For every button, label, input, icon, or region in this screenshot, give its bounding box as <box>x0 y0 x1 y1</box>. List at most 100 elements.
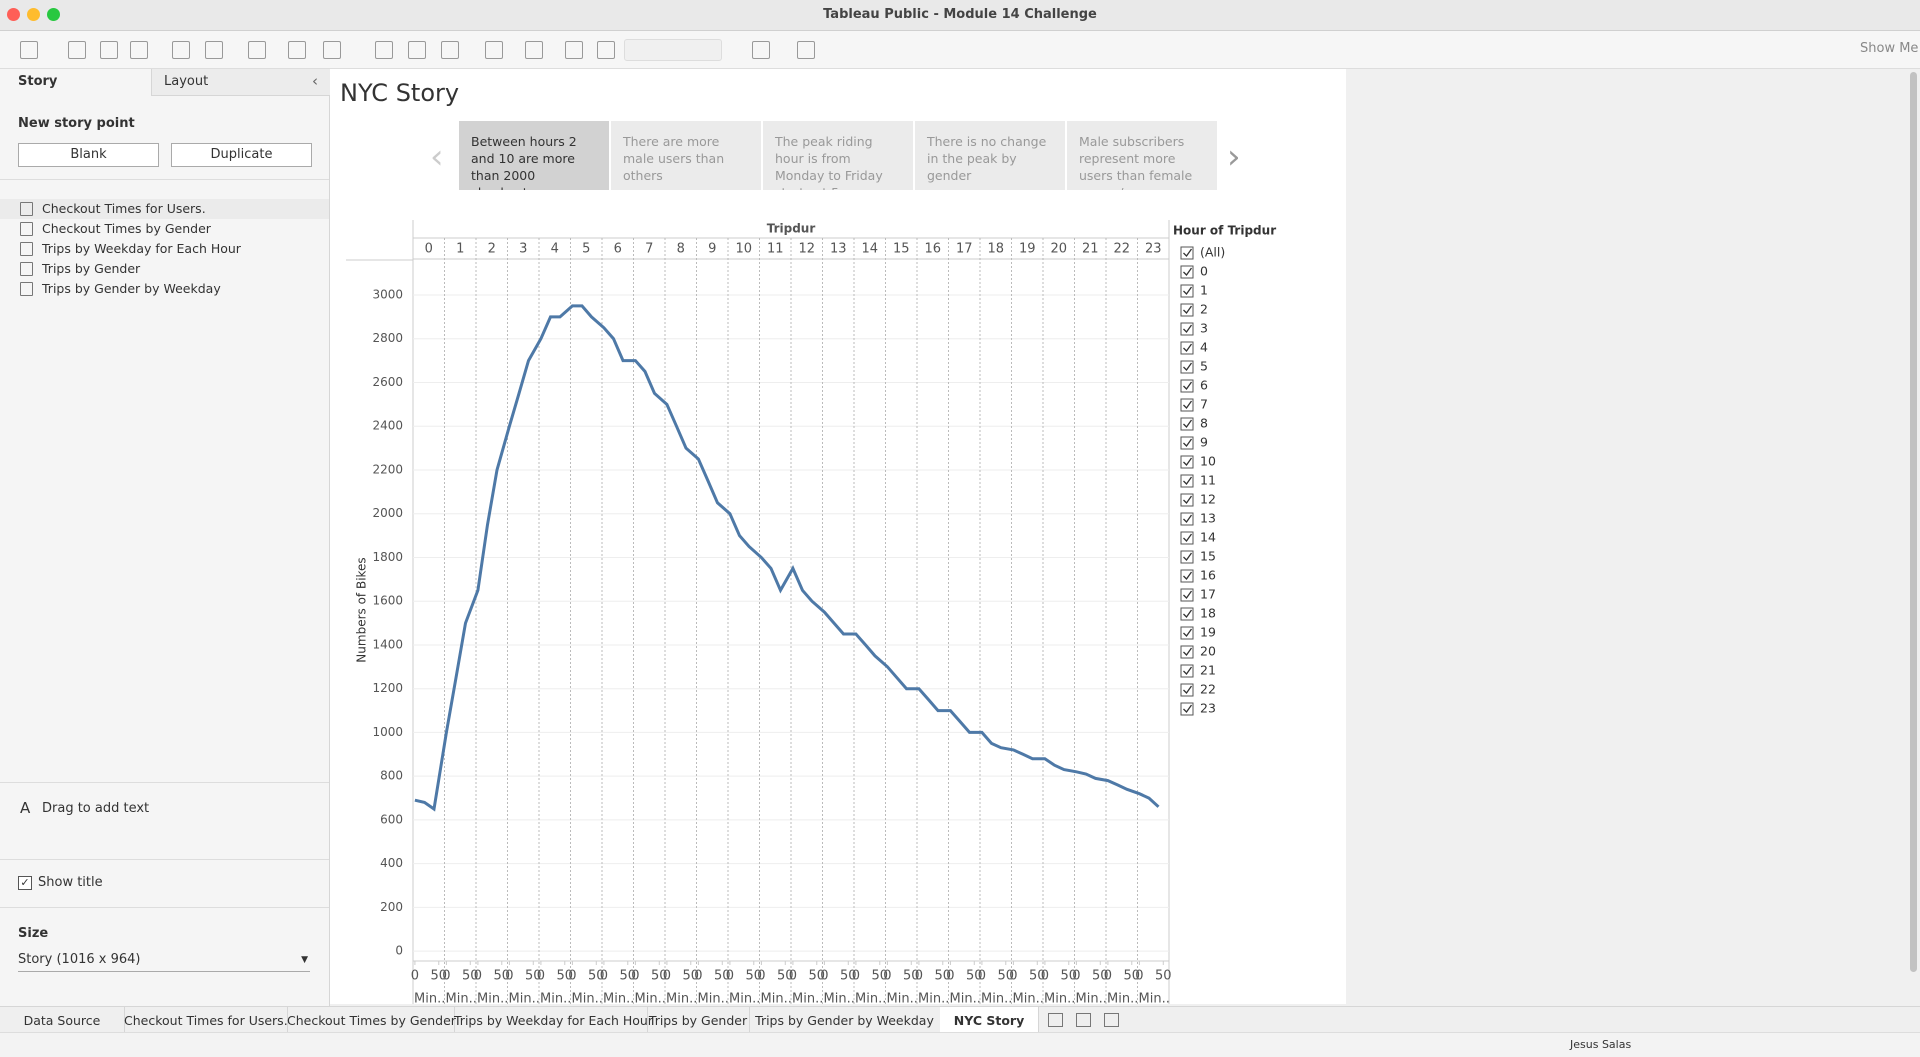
toolbar-button[interactable] <box>597 41 615 59</box>
divider <box>0 859 329 860</box>
x-tick-label: 0 <box>505 969 513 984</box>
toolbar-button[interactable] <box>375 41 393 59</box>
zoom-button[interactable] <box>47 8 60 21</box>
x-unit-label: Min.. <box>414 992 445 1007</box>
title-bar: Tableau Public - Module 14 Challenge <box>0 0 1920 31</box>
toolbar-button[interactable] <box>485 41 503 59</box>
toolbar-button[interactable] <box>565 41 583 59</box>
column-header: 22 <box>1113 242 1130 257</box>
x-tick-label: 50 <box>462 969 479 984</box>
column-header: 12 <box>798 242 815 257</box>
sheet-tab[interactable]: Checkout Times by Gender <box>287 1007 456 1032</box>
new-sheet-button[interactable] <box>1076 1013 1091 1027</box>
toolbar-button[interactable] <box>130 41 148 59</box>
story-button[interactable]: Blank <box>18 143 159 167</box>
filter-item: 5 <box>1200 359 1208 374</box>
toolbar-button[interactable] <box>288 41 306 59</box>
sheet-tab-label: Data Source <box>23 1013 101 1028</box>
filter-item: 15 <box>1200 549 1216 564</box>
x-unit-label: Min.. <box>477 992 508 1007</box>
story-point-caption: Male subscribers represent more users th… <box>1079 134 1193 190</box>
minimize-button[interactable] <box>27 8 40 21</box>
x-tick-label: 50 <box>840 969 857 984</box>
story-point[interactable]: The peak riding hour is from Monday to F… <box>763 121 913 190</box>
sheet-tab[interactable]: Trips by Weekday for Each Hour <box>454 1007 653 1032</box>
sidebar-tab[interactable]: Story <box>18 74 58 89</box>
story-point-caption: The peak riding hour is from Monday to F… <box>775 134 883 190</box>
y-tick-label: 2400 <box>372 419 403 433</box>
drag-text[interactable]: Drag to add text <box>42 801 150 816</box>
toolbar-button[interactable] <box>752 41 770 59</box>
next-arrow[interactable]: › <box>1227 137 1241 177</box>
story-button[interactable]: Duplicate <box>171 143 312 167</box>
sidebar-tab[interactable]: Layout <box>164 74 209 89</box>
toolbar-button[interactable] <box>68 41 86 59</box>
x-tick-label: 0 <box>663 969 671 984</box>
sheet-tab[interactable]: Trips by Gender <box>647 1007 750 1032</box>
prev-arrow[interactable]: ‹ <box>430 137 444 177</box>
column-header: 4 <box>551 242 559 257</box>
zoom-dropdown[interactable] <box>624 39 722 61</box>
sheet-tab-label: Trips by Gender <box>648 1013 748 1028</box>
sheet-item[interactable]: Checkout Times by Gender <box>42 221 211 236</box>
sheet-item[interactable]: Trips by Weekday for Each Hour <box>42 241 241 256</box>
column-header: 23 <box>1145 242 1162 257</box>
selected-row <box>0 199 329 219</box>
column-header: 8 <box>677 242 685 257</box>
column-header: 19 <box>1019 242 1036 257</box>
new-sheet-button[interactable] <box>1104 1013 1119 1027</box>
show-me-button[interactable]: Show Me <box>1860 41 1919 56</box>
window-title: Tableau Public - Module 14 Challenge <box>823 7 1097 22</box>
new-sheet-button[interactable] <box>1048 1013 1063 1027</box>
show-title-checkbox[interactable]: ✓ <box>18 876 32 890</box>
column-header: 0 <box>425 242 433 257</box>
story-point[interactable]: Between hours 2 and 10 are more than 200… <box>459 121 609 190</box>
sheet-item[interactable]: Checkout Times for Users. <box>42 201 206 216</box>
toolbar-button[interactable] <box>172 41 190 59</box>
sheet-tab[interactable]: Trips by Gender by Weekday <box>749 1007 941 1032</box>
filter-item: 19 <box>1200 625 1216 640</box>
y-tick-label: 2800 <box>372 331 403 345</box>
toolbar-button[interactable] <box>205 41 223 59</box>
story-point[interactable]: There are more male users than others <box>611 121 761 190</box>
toolbar-button[interactable] <box>20 41 38 59</box>
filter-item: 20 <box>1200 644 1216 659</box>
new-story-point-label: New story point <box>18 116 135 131</box>
toolbar-button[interactable] <box>248 41 266 59</box>
story-point[interactable]: Male subscribers represent more users th… <box>1067 121 1217 190</box>
x-tick-label: 0 <box>600 969 608 984</box>
x-unit-label: Min.. <box>1107 992 1138 1007</box>
check-mark <box>1183 248 1193 258</box>
sheet-tab[interactable]: Data Source <box>0 1007 125 1032</box>
close-button[interactable] <box>7 8 20 21</box>
scrollbar[interactable] <box>1910 72 1917 972</box>
check-mark <box>1183 571 1193 581</box>
toolbar-button[interactable] <box>100 41 118 59</box>
y-tick-label: 0 <box>395 944 403 958</box>
filter-item: 8 <box>1200 416 1208 431</box>
check-mark <box>1183 343 1193 353</box>
x-tick-label: 0 <box>1041 969 1049 984</box>
user-name[interactable]: Jesus Salas <box>1570 1038 1632 1051</box>
sheet-item[interactable]: Trips by Gender <box>42 261 141 276</box>
sheet-tab[interactable]: NYC Story <box>940 1007 1039 1032</box>
story-point[interactable]: There is no change in the peak by gender <box>915 121 1065 190</box>
toolbar-button[interactable] <box>525 41 543 59</box>
x-unit-label: Min.. <box>792 992 823 1007</box>
sheet-tab[interactable]: Checkout Times for Users. <box>124 1007 288 1032</box>
toolbar-button[interactable] <box>323 41 341 59</box>
toolbar-button[interactable] <box>408 41 426 59</box>
y-tick-label: 2000 <box>372 506 403 520</box>
x-unit-label: Min.. <box>666 992 697 1007</box>
size-dropdown[interactable]: Story (1016 x 964) ▼ <box>18 949 310 972</box>
toolbar-button[interactable] <box>441 41 459 59</box>
column-header: 17 <box>956 242 973 257</box>
sheet-item[interactable]: Trips by Gender by Weekday <box>42 281 221 296</box>
x-tick-label: 50 <box>1092 969 1109 984</box>
toolbar-button[interactable] <box>797 41 815 59</box>
x-unit-label: Min.. <box>761 992 792 1007</box>
x-tick-label: 0 <box>631 969 639 984</box>
drag-text-icon: A <box>20 799 31 817</box>
collapse-button[interactable]: ‹ <box>312 72 318 90</box>
